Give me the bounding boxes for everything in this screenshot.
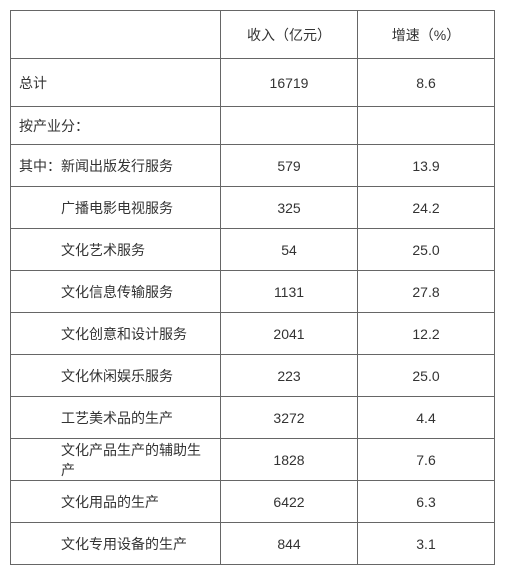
row-growth: 7.6 <box>358 439 495 481</box>
section-header-revenue <box>221 107 358 145</box>
row-revenue: 6422 <box>221 481 358 523</box>
section-header-growth <box>358 107 495 145</box>
table-row: 文化信息传输服务113127.8 <box>11 271 495 313</box>
total-label: 总计 <box>11 59 221 107</box>
row-label: 文化产品生产的辅助生产 <box>11 439 221 481</box>
row-revenue: 1828 <box>221 439 358 481</box>
total-revenue: 16719 <box>221 59 358 107</box>
header-row: 收入（亿元） 增速（%） <box>11 11 495 59</box>
row-growth: 3.1 <box>358 523 495 565</box>
industry-revenue-table: 收入（亿元） 增速（%） 总计 16719 8.6 按产业分： 其中：新闻出版发… <box>10 10 495 565</box>
header-revenue-cell: 收入（亿元） <box>221 11 358 59</box>
row-revenue: 325 <box>221 187 358 229</box>
table-row: 文化创意和设计服务204112.2 <box>11 313 495 355</box>
table-row: 文化休闲娱乐服务22325.0 <box>11 355 495 397</box>
row-label: 其中：新闻出版发行服务 <box>11 145 221 187</box>
row-label: 文化信息传输服务 <box>11 271 221 313</box>
row-growth: 6.3 <box>358 481 495 523</box>
row-label: 文化休闲娱乐服务 <box>11 355 221 397</box>
total-row: 总计 16719 8.6 <box>11 59 495 107</box>
row-label: 文化创意和设计服务 <box>11 313 221 355</box>
row-growth: 25.0 <box>358 355 495 397</box>
row-growth: 24.2 <box>358 187 495 229</box>
table-row: 文化用品的生产64226.3 <box>11 481 495 523</box>
row-revenue: 54 <box>221 229 358 271</box>
row-revenue: 1131 <box>221 271 358 313</box>
row-growth: 27.8 <box>358 271 495 313</box>
row-label: 工艺美术品的生产 <box>11 397 221 439</box>
row-label: 文化专用设备的生产 <box>11 523 221 565</box>
row-revenue: 2041 <box>221 313 358 355</box>
row-label: 文化艺术服务 <box>11 229 221 271</box>
row-revenue: 3272 <box>221 397 358 439</box>
row-growth: 13.9 <box>358 145 495 187</box>
table-body: 收入（亿元） 增速（%） 总计 16719 8.6 按产业分： 其中：新闻出版发… <box>11 11 495 565</box>
section-header-row: 按产业分： <box>11 107 495 145</box>
section-header-label: 按产业分： <box>11 107 221 145</box>
header-growth-cell: 增速（%） <box>358 11 495 59</box>
row-revenue: 579 <box>221 145 358 187</box>
row-label: 广播电影电视服务 <box>11 187 221 229</box>
table-row: 文化专用设备的生产8443.1 <box>11 523 495 565</box>
total-growth: 8.6 <box>358 59 495 107</box>
header-label-cell <box>11 11 221 59</box>
row-growth: 25.0 <box>358 229 495 271</box>
row-label: 文化用品的生产 <box>11 481 221 523</box>
table-row: 广播电影电视服务32524.2 <box>11 187 495 229</box>
row-revenue: 844 <box>221 523 358 565</box>
table-row: 工艺美术品的生产32724.4 <box>11 397 495 439</box>
table-row: 其中：新闻出版发行服务57913.9 <box>11 145 495 187</box>
row-growth: 4.4 <box>358 397 495 439</box>
table-row: 文化产品生产的辅助生产18287.6 <box>11 439 495 481</box>
row-growth: 12.2 <box>358 313 495 355</box>
row-revenue: 223 <box>221 355 358 397</box>
table-row: 文化艺术服务5425.0 <box>11 229 495 271</box>
